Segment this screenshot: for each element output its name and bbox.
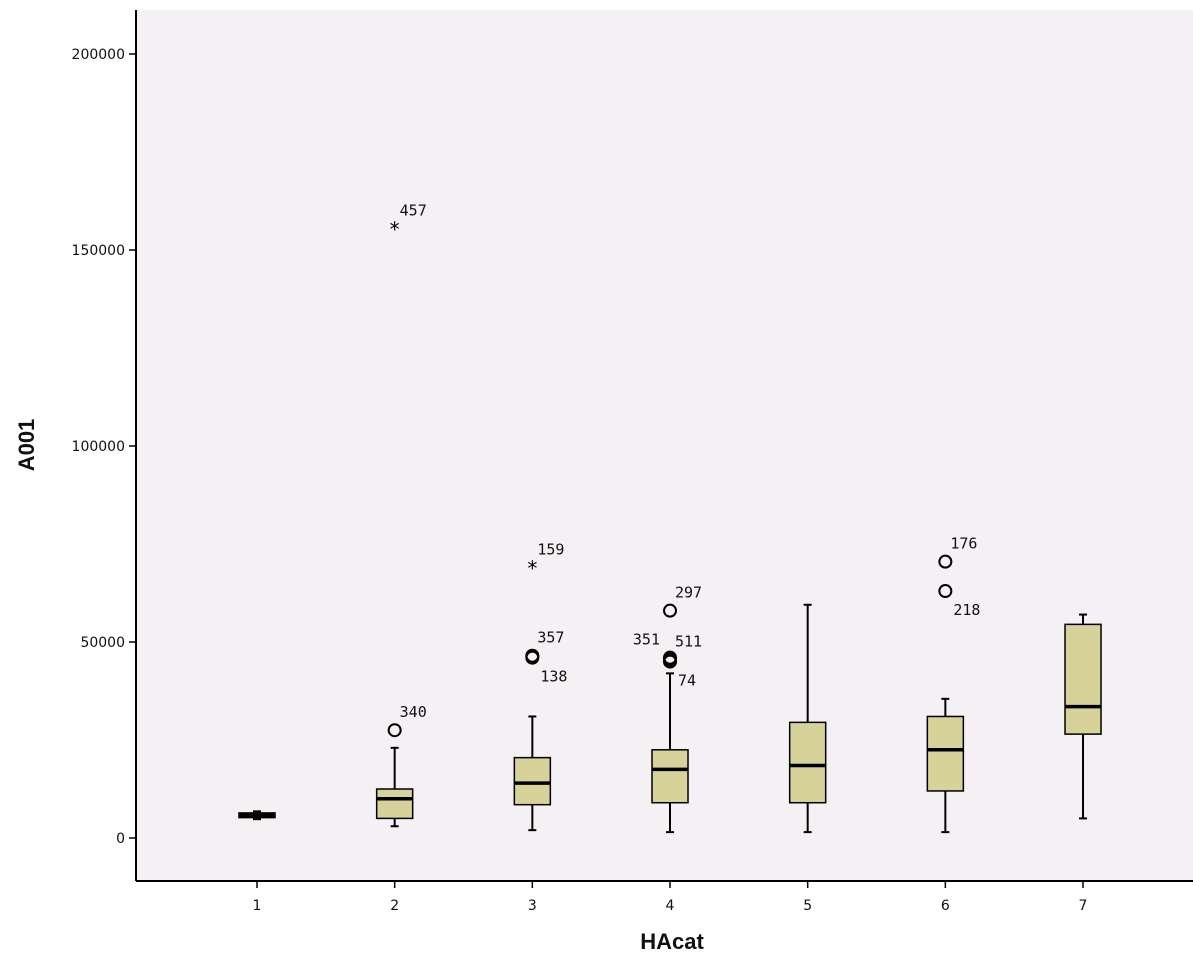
box-iqr [788,721,827,804]
outlier-label: 297 [675,584,702,602]
box-category-4 [651,672,689,834]
box-iqr [926,715,965,792]
outlier-extreme-marker: * [527,557,537,581]
outlier-label: 138 [540,668,567,686]
x-tick-label: 7 [1079,898,1088,914]
y-tick-label: 50000 [80,635,125,651]
x-tick-label: 4 [666,898,675,914]
outlier-label: 176 [950,535,977,553]
outlier-74: 74 [663,654,696,690]
outlier-circle-marker [663,603,678,618]
x-tick-label: 1 [253,898,262,914]
y-axis-title: A001 [14,419,39,472]
outlier-circle-marker [938,554,953,569]
outlier-label: 357 [537,629,564,647]
outlier-label: 74 [678,672,696,690]
outlier-457: *457 [390,201,427,241]
outlier-label: 457 [400,201,427,219]
x-tick-label: 2 [390,898,399,914]
x-tick-label: 3 [528,898,537,914]
box-category-2 [375,746,414,828]
outlier-circle-marker [387,723,402,738]
outlier-label: 511 [675,633,702,651]
x-axis-ticks: 1 2 3 4 5 6 7 [253,881,1088,914]
box-category-5 [788,603,827,834]
outlier-159: *159 [527,541,564,581]
box-category-7 [1064,613,1102,820]
outlier-340: 340 [387,703,427,738]
y-tick-label: 150000 [72,243,125,259]
outlier-label: 218 [953,601,980,619]
x-tick-label: 5 [803,898,812,914]
y-tick-label: 200000 [72,47,125,63]
outlier-176: 176 [938,535,977,569]
outlier-218: 218 [938,584,980,619]
x-axis-title: HAcat [640,929,704,954]
box-iqr [375,788,414,820]
outlier-label: 351 [633,631,660,649]
outlier-circle-marker [663,654,678,669]
outlier-circle-marker [938,584,953,599]
outlier-138: 138 [525,650,567,686]
box-category-1 [238,810,276,821]
box-iqr [513,756,552,806]
outlier-extreme-marker: * [390,217,400,241]
y-tick-label: 0 [116,831,125,847]
y-tick-label: 100000 [72,439,125,455]
box-iqr [651,749,689,804]
outlier-297: 297 [663,584,702,618]
box-category-3 [513,715,552,832]
boxes-layer [238,603,1102,834]
box-iqr [1064,623,1102,735]
outlier-label: 159 [537,541,564,559]
box-category-6 [926,697,965,834]
plot-area [136,10,1193,881]
outlier-label: 340 [400,703,427,721]
y-axis-ticks: 0 50000 100000 150000 200000 [72,47,136,847]
x-tick-label: 6 [941,898,950,914]
outlier-circle-marker [525,650,540,665]
